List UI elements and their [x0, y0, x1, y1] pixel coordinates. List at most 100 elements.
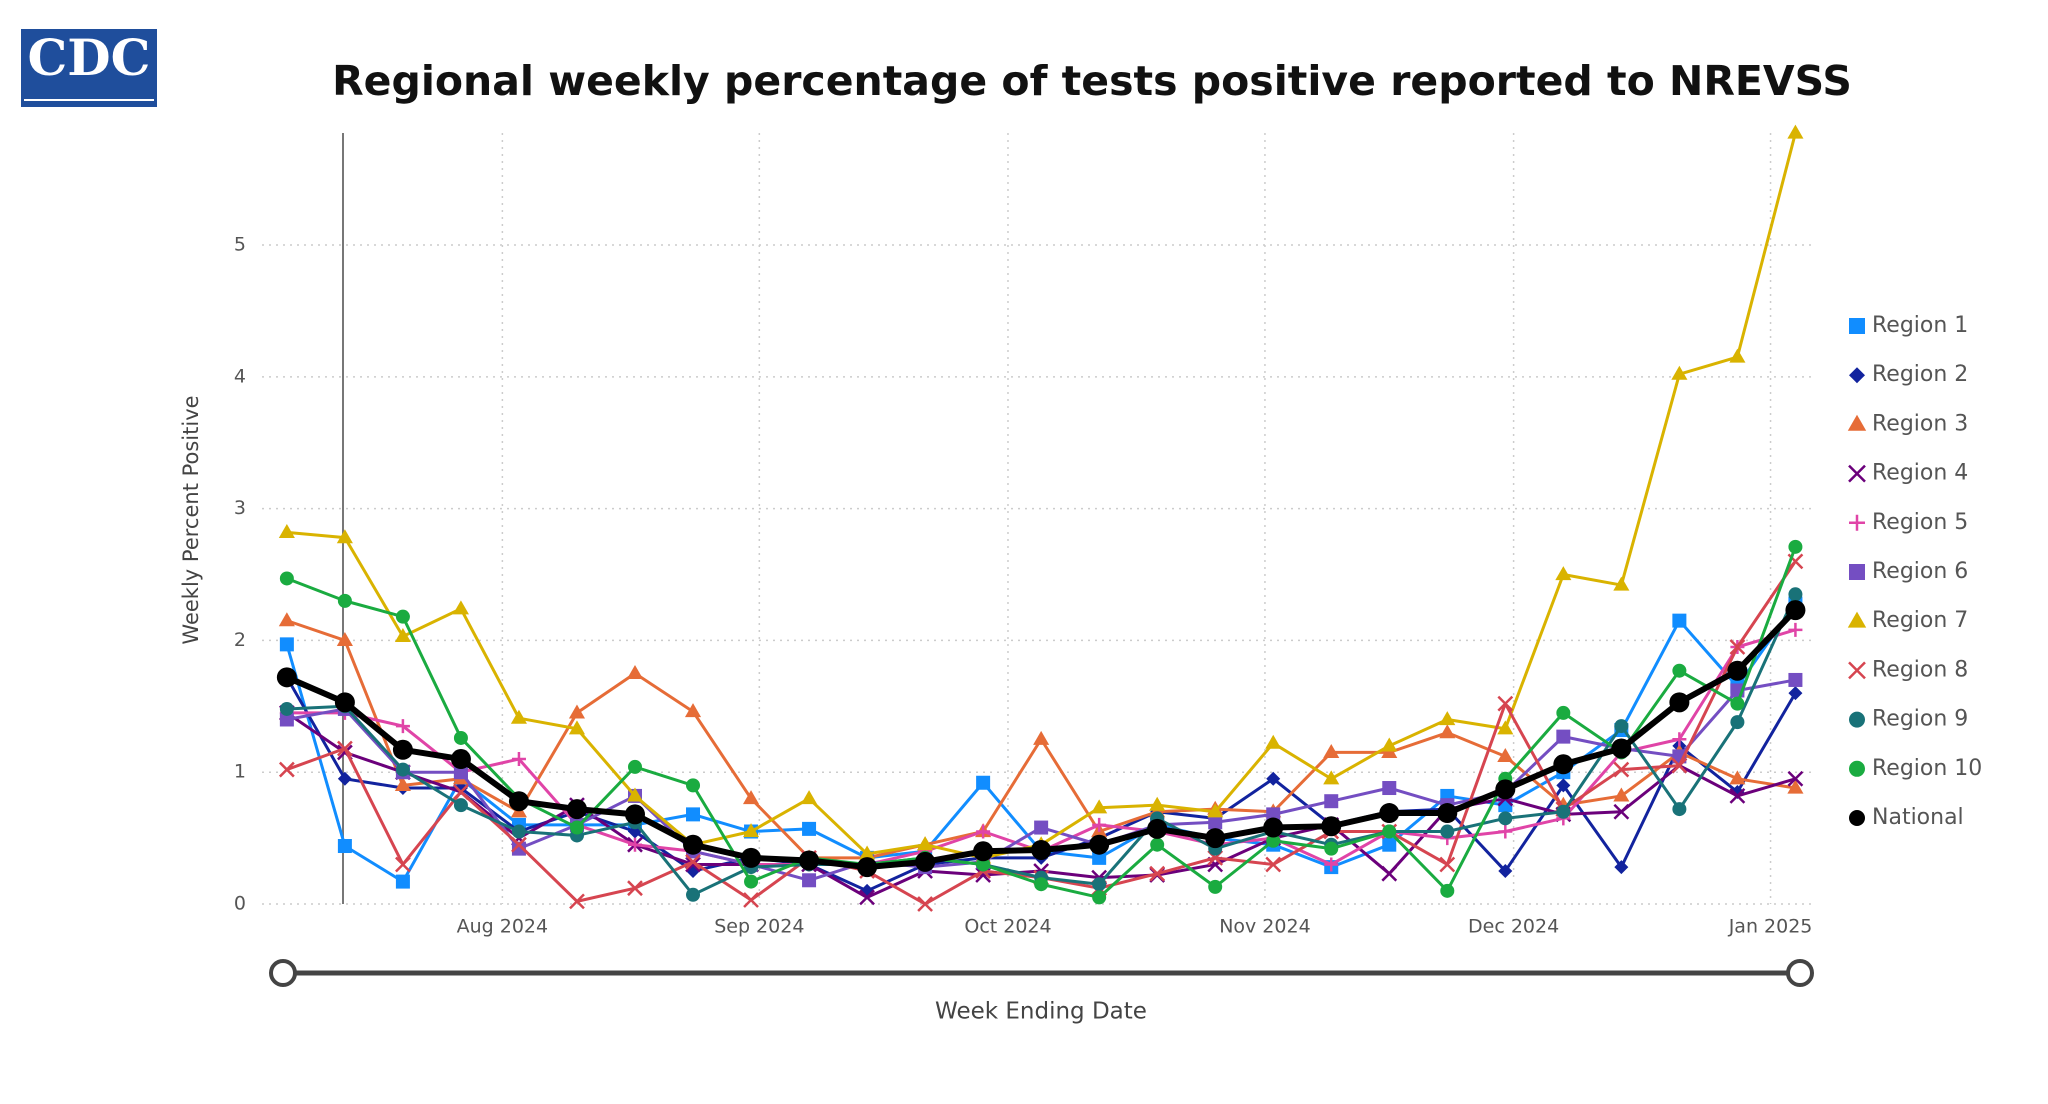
- marker: [1323, 770, 1340, 785]
- slider-handle[interactable]: [269, 959, 297, 987]
- legend-marker: [1849, 564, 1865, 580]
- marker: [686, 778, 701, 793]
- legend-marker: [1849, 760, 1865, 777]
- x-tick-label: Dec 2024: [1468, 916, 1559, 938]
- legend-marker: [1847, 611, 1867, 628]
- marker: [279, 712, 294, 727]
- marker: [976, 824, 991, 839]
- marker: [799, 850, 820, 871]
- marker: [1729, 770, 1746, 785]
- marker: [624, 804, 645, 825]
- marker: [685, 856, 701, 873]
- marker: [395, 874, 410, 889]
- marker: [395, 609, 410, 624]
- marker: [1613, 787, 1630, 802]
- marker: [1092, 890, 1107, 905]
- marker: [1672, 613, 1687, 628]
- legend-marker: [1847, 414, 1867, 431]
- marker: [336, 529, 353, 544]
- marker: [1439, 724, 1456, 739]
- marker: [395, 856, 411, 873]
- legend-marker: [1849, 318, 1865, 334]
- marker: [566, 799, 587, 820]
- marker: [278, 612, 295, 627]
- marker: [802, 821, 817, 836]
- marker: [859, 889, 875, 906]
- marker: [685, 853, 701, 870]
- legend-label: Region 9: [1872, 707, 1968, 732]
- marker: [1034, 820, 1049, 835]
- legend-label: Region 6: [1872, 559, 1968, 584]
- logo-text: CDC: [28, 28, 151, 87]
- legend-label: Region 4: [1872, 461, 1968, 486]
- marker: [1208, 815, 1223, 830]
- legend-marker: [1849, 810, 1865, 826]
- marker: [1553, 754, 1574, 775]
- marker: [450, 749, 471, 770]
- marker: [626, 787, 644, 802]
- marker: [1788, 539, 1803, 554]
- marker: [568, 704, 586, 719]
- legend-label: Region 5: [1872, 510, 1968, 535]
- legend-label: Region 1: [1872, 313, 1968, 338]
- marker: [1556, 804, 1571, 819]
- marker: [627, 759, 642, 774]
- y-axis-title: Weekly Percent Positive: [179, 395, 203, 644]
- marker: [1324, 794, 1339, 809]
- marker: [1611, 738, 1632, 759]
- marker: [394, 776, 411, 791]
- marker: [392, 739, 413, 760]
- marker: [453, 730, 468, 745]
- marker: [1149, 796, 1166, 811]
- marker: [626, 664, 644, 679]
- marker: [1497, 747, 1514, 762]
- marker: [1672, 732, 1687, 747]
- marker: [1092, 877, 1107, 892]
- marker: [627, 837, 642, 852]
- marker: [1089, 834, 1110, 855]
- chart-title: Regional weekly percentage of tests posi…: [332, 57, 1852, 105]
- marker: [1092, 850, 1107, 865]
- marker: [1788, 622, 1803, 637]
- marker: [1672, 802, 1687, 817]
- marker: [1729, 348, 1746, 363]
- marker: [744, 874, 759, 889]
- legend-label: National: [1872, 805, 1964, 830]
- legend-label: Region 10: [1872, 756, 1982, 781]
- marker: [510, 709, 528, 724]
- marker: [1672, 663, 1687, 678]
- x-tick-label: Nov 2024: [1219, 916, 1310, 938]
- series: [278, 124, 1804, 864]
- marker: [1787, 124, 1804, 139]
- marker: [1265, 856, 1282, 873]
- marker: [917, 896, 933, 912]
- marker: [1785, 600, 1806, 621]
- marker: [279, 571, 294, 586]
- series: [276, 600, 1806, 878]
- marker: [857, 857, 878, 878]
- marker: [1265, 734, 1282, 749]
- legend-label: Region 3: [1872, 411, 1968, 436]
- marker: [1498, 824, 1513, 839]
- marker: [1266, 807, 1281, 822]
- marker: [1439, 856, 1456, 873]
- marker: [1324, 841, 1339, 856]
- marker: [973, 841, 994, 862]
- marker: [742, 790, 760, 805]
- marker: [568, 720, 586, 735]
- marker: [1263, 817, 1284, 838]
- marker: [1495, 779, 1516, 800]
- marker: [1439, 711, 1456, 726]
- marker: [337, 771, 352, 786]
- marker: [1671, 757, 1688, 774]
- marker: [1556, 778, 1571, 793]
- slider-handle[interactable]: [1786, 959, 1814, 987]
- marker: [511, 836, 527, 853]
- x-tick-label: Jan 2025: [1728, 916, 1813, 938]
- marker: [686, 807, 701, 822]
- marker: [1149, 865, 1166, 882]
- marker: [1205, 828, 1226, 849]
- y-tick-label: 3: [234, 497, 246, 519]
- marker: [511, 752, 526, 767]
